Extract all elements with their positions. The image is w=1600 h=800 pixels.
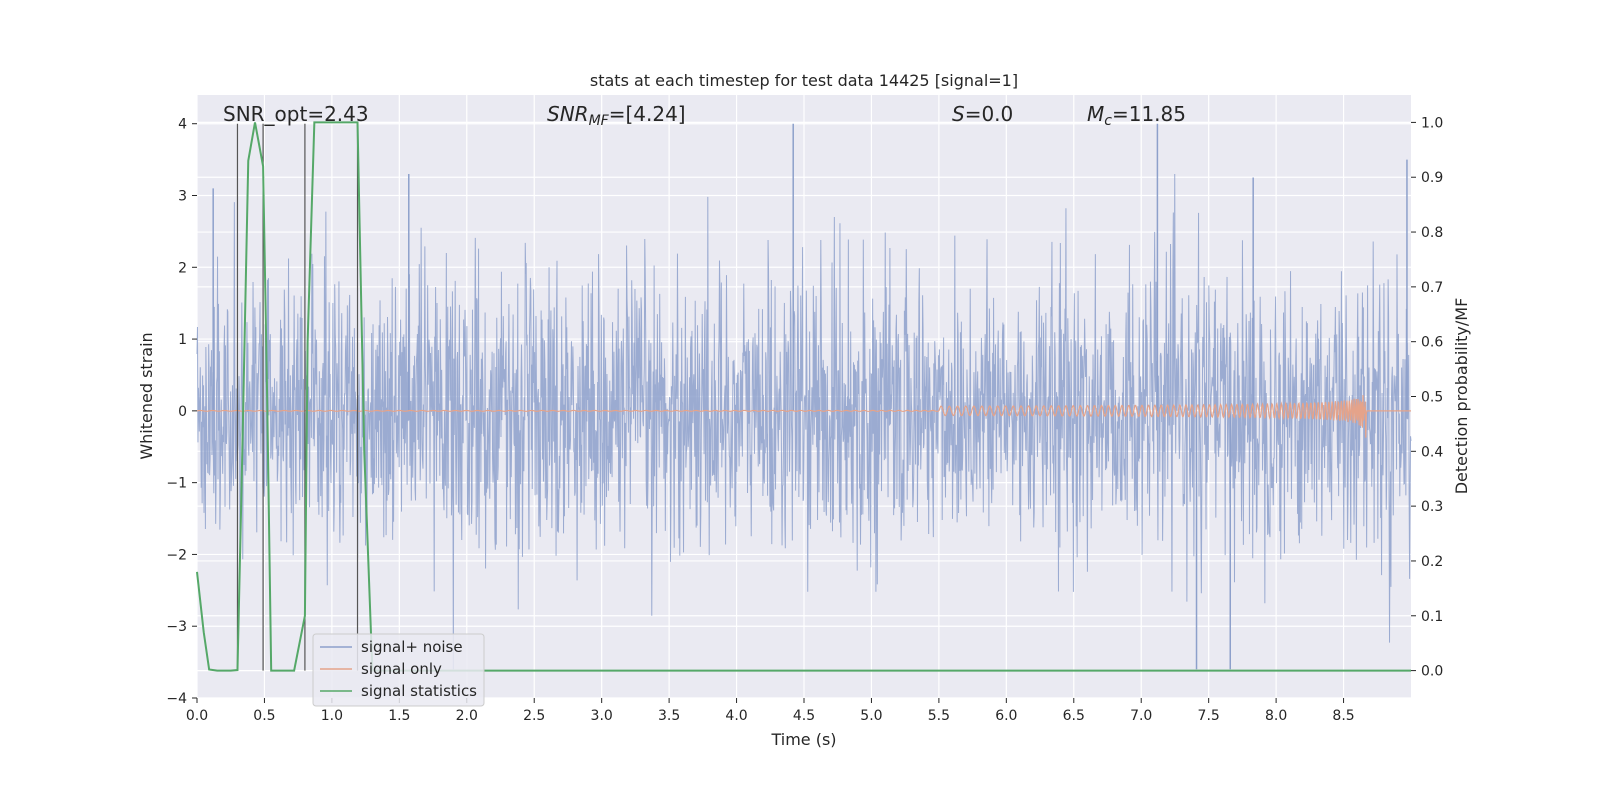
annotation-mc-main: M [1087, 102, 1104, 126]
x-tick-label: 1.5 [388, 708, 410, 724]
y-right-tick-label: 0.6 [1421, 335, 1443, 351]
annotation-snr-mf-value: =[4.24] [609, 102, 686, 126]
annotation-s: S=0.0 [952, 102, 1013, 126]
series-signal-only [196, 395, 1411, 438]
x-tick-label: 0.5 [253, 708, 275, 724]
x-tick-label: 2.5 [523, 708, 545, 724]
legend: signal+ noise signal only signal statist… [312, 633, 485, 707]
ticks: 0.0 0.5 1.0 1.5 2.0 2.5 3.0 3.5 4.0 4.5 5.0 5.5 6.0 6… [166, 115, 1443, 724]
x-tick-label: 6.5 [1063, 708, 1085, 724]
annotation-mc: Mc=11.85 [1087, 102, 1186, 129]
y-left-tick-label: −3 [166, 619, 187, 635]
y-right-tick-label: 0.9 [1421, 170, 1443, 186]
x-tick-label: 0.0 [186, 708, 208, 724]
annotation-snr-mf-main: SNR [547, 102, 589, 126]
x-tick-label: 5.0 [860, 708, 882, 724]
x-tick-label: 8.0 [1265, 708, 1287, 724]
legend-label-signal: signal only [361, 660, 442, 678]
x-tick-label: 3.5 [658, 708, 680, 724]
signal-trace [196, 395, 1411, 438]
x-tick-label: 4.0 [725, 708, 747, 724]
annotation-s-value: =0.0 [965, 102, 1014, 126]
annotation-snr-mf-sub: MF [589, 113, 610, 129]
y-right-tick-label: 0.8 [1421, 225, 1443, 241]
y-right-tick-label: 0.7 [1421, 280, 1443, 296]
y-right-tick-label: 0.4 [1421, 444, 1443, 460]
legend-box [312, 633, 485, 707]
y-left-tick-label: 1 [178, 332, 187, 348]
x-tick-label: 6.0 [995, 708, 1017, 724]
series-signal-statistics [196, 121, 1411, 672]
annotation-snr-opt: SNR_opt=2.43 [223, 102, 369, 126]
x-axis-label: Time (s) [770, 730, 836, 749]
x-tick-label: 7.5 [1198, 708, 1220, 724]
y-left-tick-label: 2 [178, 260, 187, 276]
y-left-tick-label: 0 [178, 404, 187, 420]
annotation-mc-sub: c [1104, 113, 1112, 129]
y-left-tick-label: 3 [178, 189, 187, 205]
x-tick-label: 4.5 [793, 708, 815, 724]
y-left-tick-label: −2 [166, 547, 187, 563]
y-right-tick-label: 0.2 [1421, 554, 1443, 570]
stats-trace [196, 121, 1411, 672]
y-right-tick-label: 0.0 [1421, 664, 1443, 680]
x-tick-label: 8.5 [1332, 708, 1354, 724]
annotation-s-main: S [952, 102, 965, 126]
y-left-tick-label: 4 [178, 117, 187, 133]
y-left-tick-label: −1 [166, 476, 187, 492]
x-tick-label: 1.0 [321, 708, 343, 724]
y-right-tick-label: 0.3 [1421, 499, 1443, 515]
y-axis-label-right: Detection probability/MF [1452, 298, 1471, 495]
y-left-tick-label: −4 [166, 691, 187, 707]
y-right-tick-label: 0.5 [1421, 390, 1443, 406]
annotation-mc-value: =11.85 [1112, 102, 1186, 126]
y-axis-label-left: Whitened strain [137, 332, 156, 459]
noise-trace [196, 173, 1412, 670]
chart-title: stats at each timestep for test data 144… [590, 71, 1018, 90]
series-signal-plus-noise [196, 123, 1412, 670]
legend-label-noise: signal+ noise [361, 638, 463, 656]
x-tick-label: 7.0 [1130, 708, 1152, 724]
legend-label-stats: signal statistics [361, 682, 477, 700]
x-tick-label: 2.0 [456, 708, 478, 724]
x-tick-label: 3.0 [591, 708, 613, 724]
x-tick-label: 5.5 [928, 708, 950, 724]
y-right-tick-label: 1.0 [1421, 115, 1443, 131]
annotation-snr-mf: SNRMF=[4.24] [547, 102, 686, 129]
y-right-tick-label: 0.1 [1421, 609, 1443, 625]
